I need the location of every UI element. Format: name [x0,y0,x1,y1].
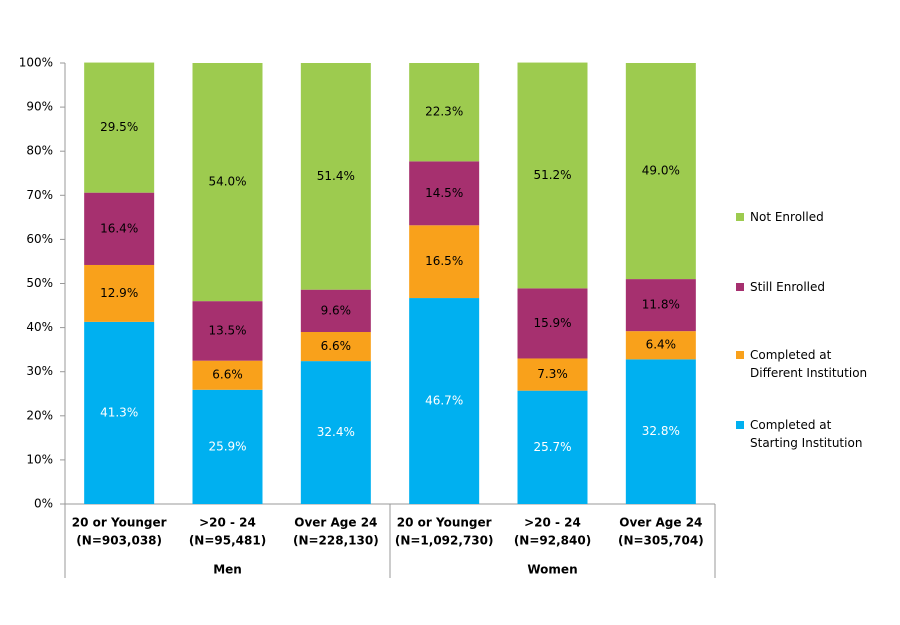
data-label: 13.5% [208,323,246,337]
bar-segment [84,264,155,322]
data-label: 15.9% [533,316,571,330]
x-tick-label: (N=228,130) [293,534,379,548]
data-label: 32.4% [317,425,355,439]
x-tick-label: >20 - 24 [199,516,256,530]
data-label: 6.4% [646,338,677,352]
y-tick-label: 100% [19,56,53,70]
bar-segment [625,331,696,360]
group-label: Men [213,563,242,577]
data-label: 6.6% [212,368,243,382]
bar-segment [625,63,696,280]
data-label: 14.5% [425,186,463,200]
y-tick-label: 20% [26,408,53,422]
bar-segment [300,63,371,290]
y-tick-label: 40% [26,320,53,334]
bar-segment [409,161,480,226]
data-label: 7.3% [537,367,568,381]
bar-segment [409,225,480,299]
data-label: 22.3% [425,105,463,119]
y-tick-label: 30% [26,364,53,378]
data-label: 9.6% [321,303,352,317]
x-tick-label: 20 or Younger [397,516,492,530]
bar-segment [517,358,588,391]
bar-segment [517,390,588,504]
legend-label: Completed at Starting Institution [750,418,863,450]
bar-segment [409,63,480,162]
data-label: 6.6% [321,339,352,353]
bar-segment [192,63,263,302]
bar-segment [517,288,588,359]
x-tick-label: (N=92,840) [514,534,591,548]
x-tick-label: (N=1,092,730) [395,534,494,548]
data-label: 29.5% [100,120,138,134]
x-tick-label: 20 or Younger [72,516,167,530]
data-label: 51.4% [317,169,355,183]
legend-item: Completed at Starting Institution [736,416,862,452]
y-tick-label: 10% [26,452,53,466]
data-label: 25.7% [533,440,571,454]
y-tick-label: 0% [34,497,53,511]
data-label: 49.0% [642,164,680,178]
x-tick-label: >20 - 24 [524,516,581,530]
y-tick-label: 50% [26,276,53,290]
data-label: 32.8% [642,424,680,438]
legend-item: Not Enrolled [736,208,824,226]
y-tick-label: 60% [26,232,53,246]
data-label: 41.3% [100,405,138,419]
x-tick-label: Over Age 24 [294,516,377,530]
legend-item: Still Enrolled [736,278,825,296]
data-label: 12.9% [100,286,138,300]
data-label: 46.7% [425,394,463,408]
bar-segment [300,361,371,504]
legend-label: Completed at Different Institution [750,348,868,380]
data-label: 54.0% [208,175,246,189]
legend-item: Completed at Different Institution [736,346,867,382]
x-tick-label: (N=95,481) [189,534,266,548]
legend-swatch [736,283,744,291]
bar-segment [192,389,263,504]
bar-segment [625,279,696,332]
bar-segment [409,298,480,504]
bar-segment [192,301,263,361]
bar-segment [300,289,371,333]
legend-label: Still Enrolled [750,280,826,294]
y-tick-label: 70% [26,188,53,202]
bar-segment [84,321,155,504]
x-tick-label: (N=903,038) [76,534,162,548]
data-label: 16.4% [100,221,138,235]
bar-segment [517,62,588,289]
bar-segment [84,192,155,265]
y-tick-label: 80% [26,144,53,158]
bar-segment [84,62,155,193]
legend-swatch [736,421,744,429]
legend-swatch [736,213,744,221]
group-label: Women [527,563,577,577]
data-label: 25.9% [208,439,246,453]
bar-segment [625,359,696,504]
y-tick-label: 90% [26,100,53,114]
legend-label: Not Enrolled [750,210,824,224]
legend-swatch [736,351,744,359]
data-label: 16.5% [425,254,463,268]
x-tick-label: (N=305,704) [618,534,704,548]
bar-segment [300,332,371,362]
x-tick-label: Over Age 24 [619,516,702,530]
data-label: 11.8% [642,298,680,312]
bar-segment [192,360,263,390]
data-label: 51.2% [533,168,571,182]
